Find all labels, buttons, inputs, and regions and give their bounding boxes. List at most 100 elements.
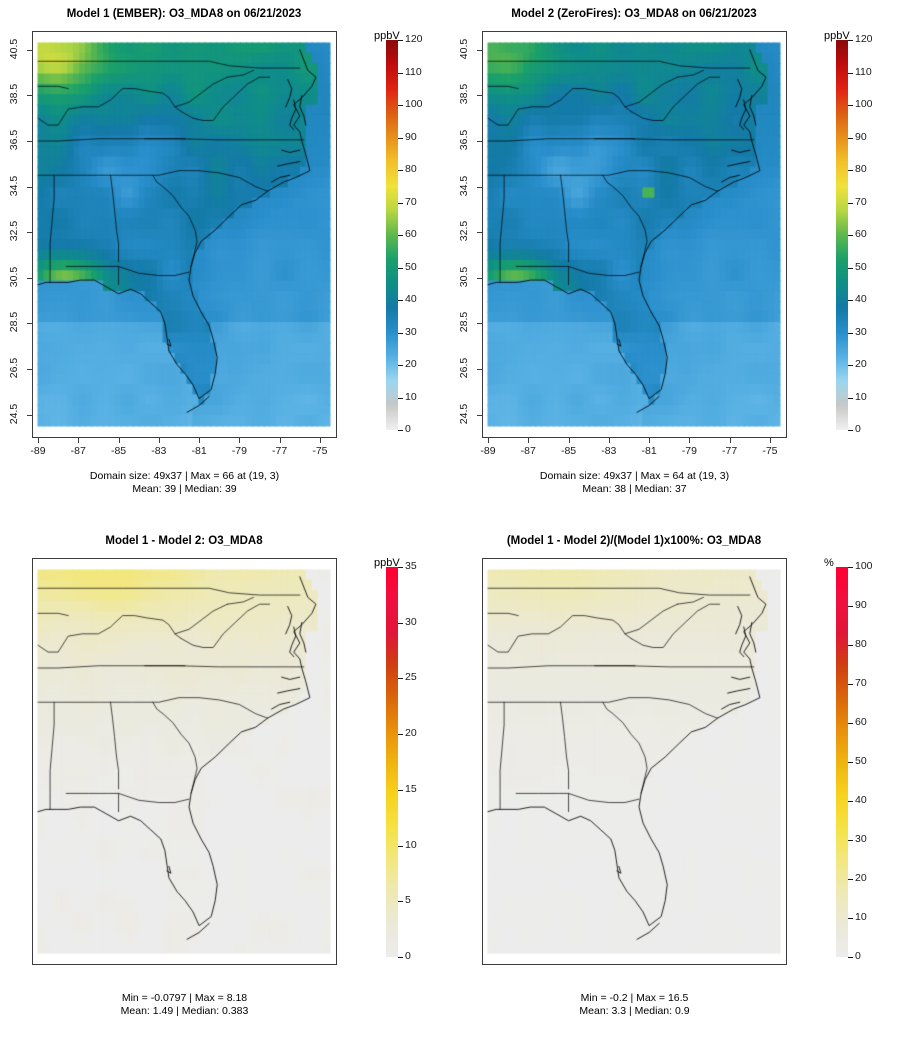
colorbar-tick-label: 110 — [405, 65, 422, 78]
caption-line-2: Mean: 39 | Median: 39 — [132, 482, 237, 495]
colorbar-tick-label: 10 — [855, 390, 867, 403]
x-tick-label: -89 — [30, 445, 46, 457]
colorbar-tick-label: 90 — [405, 130, 417, 143]
y-tick — [477, 414, 482, 416]
y-tick — [477, 323, 482, 325]
map-plot-area — [32, 558, 337, 965]
colorbar-tick — [398, 332, 403, 334]
x-tick-label: -89 — [480, 445, 496, 457]
colorbar-tick — [398, 267, 403, 269]
colorbar-tick-label: 40 — [855, 794, 867, 806]
colorbar-tick — [848, 40, 853, 41]
colorbar-tick — [398, 202, 403, 204]
colorbar-tick — [848, 567, 853, 568]
colorbar-tick-label: 0 — [405, 423, 411, 435]
colorbar-tick-label: 100 — [405, 98, 423, 110]
x-tick — [488, 438, 489, 443]
colorbar-tick-label: 30 — [405, 615, 417, 628]
colorbar-tick-label: 20 — [405, 358, 417, 370]
caption-line-2: Mean: 1.49 | Median: 0.383 — [120, 1004, 249, 1017]
map-raster — [483, 559, 786, 964]
x-tick — [729, 438, 731, 443]
x-tick-label: -87 — [70, 445, 86, 457]
colorbar-tick-label: 25 — [405, 671, 417, 684]
colorbar-tick-label: 50 — [855, 260, 867, 273]
colorbar-tick-label: 60 — [855, 716, 867, 728]
caption-line-2: Mean: 3.3 | Median: 0.9 — [579, 1004, 690, 1017]
map-raster — [33, 32, 336, 437]
colorbar-tick-label: 0 — [855, 423, 861, 435]
x-tick — [239, 438, 241, 443]
map-plot-area — [32, 31, 337, 438]
colorbar-tick-label: 70 — [855, 195, 867, 208]
panel-caption: Min = -0.2 | Max = 16.5 Mean: 3.3 | Media… — [482, 992, 787, 1017]
caption-line-1: Min = -0.2 | Max = 16.5 — [580, 992, 689, 1004]
colorbar-tick-label: 110 — [855, 65, 872, 78]
y-tick — [477, 95, 482, 97]
colorbar-tick — [848, 840, 853, 841]
y-tick — [477, 369, 482, 370]
x-tick-label: -77 — [722, 445, 738, 457]
x-tick-label: -85 — [110, 445, 127, 457]
panel-caption: Domain size: 49x37 | Max = 64 at (19, 3)… — [482, 470, 787, 495]
colorbar-tick — [848, 202, 853, 204]
colorbar-tick-label: 10 — [855, 911, 867, 923]
y-tick — [27, 369, 32, 370]
colorbar-tick — [848, 137, 853, 139]
colorbar-tick-label: 50 — [855, 755, 867, 767]
x-tick — [319, 438, 321, 443]
colorbar-tick — [398, 957, 403, 958]
colorbar-tick — [398, 300, 403, 301]
panel-title: Model 2 (ZeroFires): O3_MDA8 on 06/21/20… — [511, 8, 757, 20]
colorbar-tick-label: 40 — [855, 293, 867, 305]
colorbar-tick-label: 100 — [855, 560, 873, 572]
colorbar-tick — [398, 40, 403, 41]
x-tick — [649, 438, 651, 443]
x-tick-label: -79 — [231, 445, 247, 457]
colorbar-tick-label: 30 — [855, 325, 867, 338]
colorbar-tick-label: 60 — [855, 228, 867, 240]
y-tick — [27, 323, 32, 325]
x-tick-label: -81 — [641, 445, 657, 457]
colorbar-tick-label: 70 — [855, 677, 867, 689]
colorbar-unit-label: % — [824, 557, 834, 569]
x-tick — [769, 438, 771, 443]
colorbar-tick — [398, 789, 403, 791]
colorbar-tick-label: 20 — [405, 727, 417, 740]
colorbar-tick-label: 50 — [405, 260, 417, 273]
colorbar-tick — [848, 267, 853, 269]
map-plot-area — [482, 31, 787, 438]
colorbar-tick-label: 80 — [405, 163, 417, 175]
colorbar-tick-label: 20 — [855, 872, 867, 884]
colorbar-tick — [848, 957, 853, 958]
colorbar-tick-label: 80 — [855, 163, 867, 175]
x-tick-label: -85 — [560, 445, 577, 457]
colorbar-gradient — [386, 567, 398, 957]
caption-line-1: Domain size: 49x37 | Max = 66 at (19, 3) — [89, 470, 280, 482]
panel-title: (Model 1 - Model 2)/(Model 1)x100%: O3_M… — [506, 535, 762, 547]
colorbar-tick-label: 0 — [855, 950, 861, 962]
x-tick — [608, 438, 610, 443]
colorbar-tick — [848, 684, 853, 685]
colorbar-tick — [398, 678, 403, 680]
colorbar-tick — [848, 606, 853, 607]
map-raster — [483, 32, 786, 437]
colorbar-tick — [848, 801, 853, 802]
colorbar-tick — [398, 901, 403, 903]
y-tick — [27, 186, 32, 188]
colorbar-tick — [398, 365, 403, 366]
colorbar-tick-label: 120 — [405, 33, 423, 45]
colorbar-unit-label: ppbV — [374, 557, 400, 569]
colorbar-tick-label: 100 — [855, 98, 873, 110]
colorbar-tick — [848, 762, 853, 763]
colorbar-tick — [398, 567, 403, 568]
x-tick — [38, 438, 39, 443]
x-tick-label: -83 — [151, 445, 167, 457]
colorbar-tick-label: 30 — [855, 833, 867, 845]
colorbar-tick — [848, 879, 853, 880]
colorbar — [836, 567, 848, 957]
colorbar-tick-label: 10 — [405, 390, 417, 403]
colorbar-tick — [848, 365, 853, 366]
